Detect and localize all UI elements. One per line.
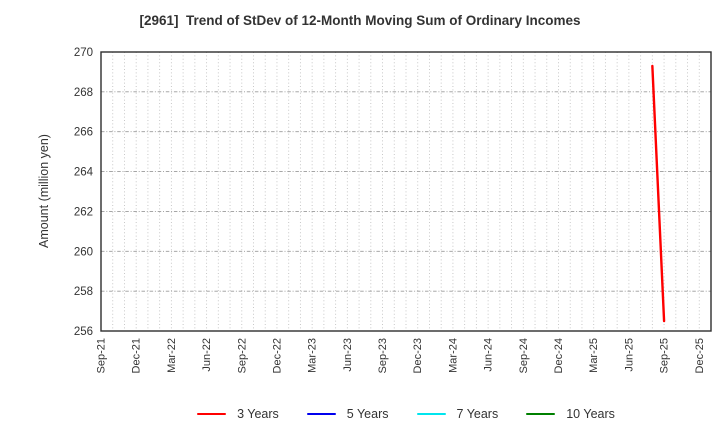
x-tick-label: Jun-23: [342, 338, 354, 372]
y-tick-label: 264: [74, 167, 94, 179]
x-tick-label: Dec-22: [271, 338, 283, 373]
legend-item-7-years: 7 Years: [416, 407, 499, 421]
x-tick-label: Sep-24: [518, 338, 530, 373]
legend-swatch-7-years: [416, 412, 446, 416]
x-tick-label: Sep-21: [96, 338, 108, 373]
legend: 3 Years 5 Years 7 Years 10 Years: [101, 402, 711, 426]
legend-swatch-10-years: [526, 412, 556, 416]
x-tick-label: Dec-24: [553, 338, 565, 373]
y-tick-label: 270: [74, 47, 93, 59]
y-tick-label: 266: [74, 127, 93, 139]
x-tick-label: Sep-22: [236, 338, 248, 373]
x-tick-label: Sep-25: [659, 338, 671, 373]
x-tick-label: Mar-25: [588, 338, 600, 373]
y-tick-label: 262: [74, 206, 93, 218]
legend-label-10-years: 10 Years: [566, 407, 615, 421]
x-tick-label: Sep-23: [377, 338, 389, 373]
legend-label-5-years: 5 Years: [346, 407, 389, 421]
x-tick-label: Jun-24: [483, 338, 495, 372]
legend-swatch-5-years: [306, 412, 336, 416]
legend-label-3-years: 3 Years: [237, 407, 279, 421]
legend-item-3-years: 3 Years: [197, 407, 279, 421]
legend-label-7-years: 7 Years: [456, 407, 499, 421]
x-tick-label: Jun-22: [201, 338, 213, 372]
y-tick-label: 258: [74, 286, 93, 298]
series-line-3-years: [651, 64, 666, 323]
legend-item-5-years: 5 Years: [306, 407, 389, 421]
x-tick-label: Jun-25: [623, 338, 635, 372]
x-tick-label: Dec-23: [412, 338, 424, 373]
x-tick-label: Mar-22: [166, 338, 178, 373]
y-tick-label: 268: [74, 87, 93, 99]
y-tick-label: 256: [74, 326, 93, 338]
chart-title: [2961] Trend of StDev of 12-Month Moving…: [139, 13, 581, 28]
x-tick-label: Dec-25: [694, 338, 706, 373]
x-tick-label: Mar-24: [447, 338, 459, 373]
axis-frame: [100, 51, 712, 332]
x-tick-label: Dec-21: [131, 338, 143, 373]
y-tick-label: 260: [74, 246, 93, 258]
legend-item-10-years: 10 Years: [526, 407, 615, 421]
legend-swatch-3-years: [197, 412, 227, 416]
x-tick-label: Mar-23: [307, 338, 319, 373]
